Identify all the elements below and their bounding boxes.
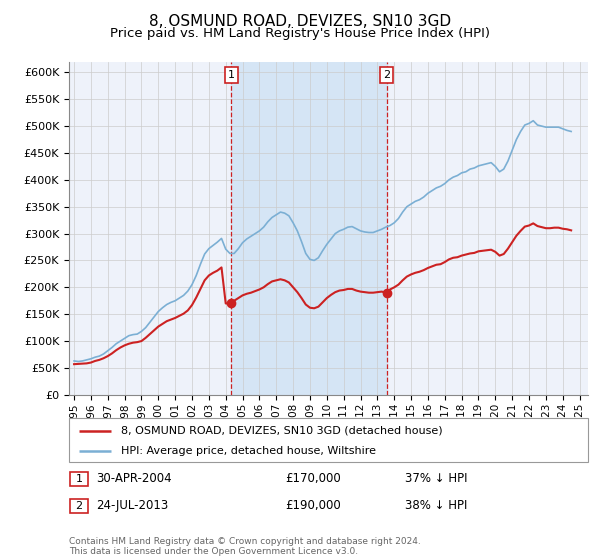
Text: 1: 1	[228, 70, 235, 80]
Text: 8, OSMUND ROAD, DEVIZES, SN10 3GD: 8, OSMUND ROAD, DEVIZES, SN10 3GD	[149, 14, 451, 29]
Text: 2: 2	[383, 70, 390, 80]
Text: 38% ↓ HPI: 38% ↓ HPI	[405, 499, 467, 512]
Text: £190,000: £190,000	[285, 499, 341, 512]
Bar	[231, 62, 386, 395]
Text: Contains HM Land Registry data © Crown copyright and database right 2024.: Contains HM Land Registry data © Crown c…	[69, 537, 421, 546]
FancyBboxPatch shape	[69, 418, 588, 462]
Text: Price paid vs. HM Land Registry's House Price Index (HPI): Price paid vs. HM Land Registry's House …	[110, 27, 490, 40]
Text: 30-APR-2004: 30-APR-2004	[96, 472, 172, 486]
Text: 1: 1	[76, 474, 82, 484]
Text: 37% ↓ HPI: 37% ↓ HPI	[405, 472, 467, 486]
FancyBboxPatch shape	[70, 472, 88, 486]
FancyBboxPatch shape	[70, 498, 88, 513]
Text: 2: 2	[76, 501, 82, 511]
Text: 8, OSMUND ROAD, DEVIZES, SN10 3GD (detached house): 8, OSMUND ROAD, DEVIZES, SN10 3GD (detac…	[121, 426, 443, 436]
Text: This data is licensed under the Open Government Licence v3.0.: This data is licensed under the Open Gov…	[69, 547, 358, 556]
Text: £170,000: £170,000	[285, 472, 341, 486]
Text: HPI: Average price, detached house, Wiltshire: HPI: Average price, detached house, Wilt…	[121, 446, 376, 456]
Text: 24-JUL-2013: 24-JUL-2013	[96, 499, 168, 512]
